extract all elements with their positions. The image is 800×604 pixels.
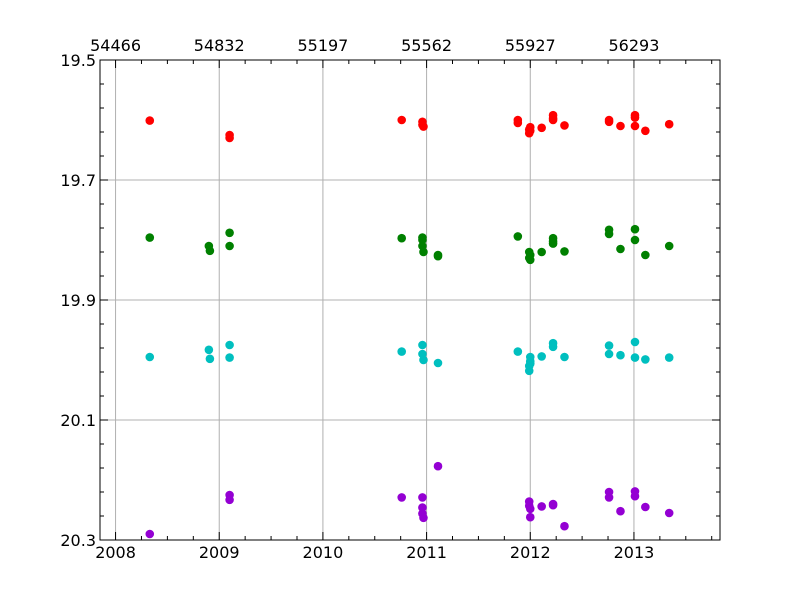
data-point-series-2	[513, 232, 523, 241]
data-point-series-2	[145, 233, 155, 242]
data-point-series-3	[524, 366, 534, 376]
data-point-series-4	[525, 504, 535, 514]
data-point-series-3	[397, 347, 407, 356]
x-tick-label: 2009	[199, 543, 240, 562]
data-point-series-4	[630, 491, 640, 501]
data-point-series-1	[604, 117, 614, 127]
data-point-series-3	[419, 355, 428, 365]
data-point-series-4	[537, 502, 546, 511]
top-tick-label: 56293	[608, 36, 659, 55]
data-point-series-3	[616, 350, 625, 360]
x-tick-label: 2011	[406, 543, 447, 562]
data-point-series-3	[630, 353, 640, 362]
x-tick-label: 2013	[614, 543, 655, 562]
data-point-series-4	[604, 493, 614, 502]
points-layer	[145, 110, 674, 539]
data-point-series-2	[433, 251, 443, 261]
data-point-series-3	[433, 358, 443, 368]
y-tick-label: 20.3	[60, 531, 96, 550]
top-tick-label: 54832	[194, 36, 245, 55]
data-point-series-1	[419, 122, 428, 131]
data-point-series-1	[630, 121, 640, 131]
data-point-series-2	[560, 247, 569, 256]
data-point-series-3	[664, 353, 674, 362]
data-point-series-3	[525, 359, 535, 368]
data-point-series-1	[560, 121, 569, 130]
data-point-series-3	[537, 352, 546, 361]
data-point-series-1	[630, 113, 640, 122]
data-point-series-4	[664, 508, 674, 518]
data-point-series-4	[418, 493, 427, 502]
data-point-series-1	[548, 115, 558, 125]
data-point-series-3	[145, 352, 155, 362]
data-point-series-3	[418, 340, 427, 350]
top-tick-label: 55927	[505, 36, 556, 55]
top-tick-label: 55562	[401, 36, 452, 55]
x-tick-label: 2010	[303, 543, 344, 562]
data-point-series-4	[560, 521, 569, 531]
data-point-series-1	[525, 126, 535, 136]
y-tick-label: 19.9	[60, 291, 96, 310]
data-point-series-2	[664, 241, 674, 251]
top-tick-label: 54466	[90, 36, 141, 55]
data-point-series-2	[205, 246, 215, 256]
data-point-series-2	[225, 228, 234, 238]
data-point-series-4	[145, 529, 155, 539]
data-point-series-2	[630, 235, 640, 245]
data-point-series-1	[664, 119, 674, 129]
grid-layer	[100, 60, 720, 540]
x-tick-label: 2008	[95, 543, 136, 562]
data-point-series-4	[419, 513, 428, 523]
data-point-series-2	[630, 224, 640, 234]
data-point-series-3	[641, 355, 650, 364]
data-point-series-2	[525, 250, 535, 260]
data-point-series-3	[513, 347, 523, 356]
data-point-series-4	[397, 493, 407, 502]
data-point-series-4	[641, 502, 650, 512]
data-point-series-4	[616, 506, 625, 516]
data-point-series-4	[225, 495, 234, 505]
data-point-series-1	[145, 116, 155, 125]
data-point-series-3	[548, 342, 558, 352]
data-point-series-3	[225, 340, 234, 350]
data-point-series-1	[397, 115, 407, 125]
data-point-series-4	[548, 500, 558, 510]
y-tick-label: 20.1	[60, 411, 96, 430]
top-tick-label: 55197	[297, 36, 348, 55]
data-point-series-1	[616, 121, 625, 131]
data-point-series-2	[419, 247, 428, 257]
data-point-series-2	[225, 241, 234, 251]
data-point-series-2	[548, 239, 558, 248]
data-point-series-3	[630, 337, 640, 347]
data-point-series-3	[204, 345, 214, 355]
data-point-series-3	[604, 349, 614, 359]
data-point-series-2	[397, 233, 407, 243]
data-point-series-1	[641, 126, 650, 136]
data-point-series-4	[433, 461, 443, 471]
data-point-series-2	[537, 247, 546, 257]
data-point-series-2	[641, 250, 650, 260]
y-tick-label: 19.5	[60, 51, 96, 70]
data-point-series-1	[225, 133, 234, 143]
data-point-series-2	[604, 229, 614, 239]
data-point-series-3	[604, 341, 614, 350]
y-tick-label: 19.7	[60, 171, 96, 190]
data-point-series-2	[418, 235, 427, 245]
data-point-series-1	[513, 118, 523, 128]
data-point-series-2	[616, 244, 625, 254]
data-point-series-3	[225, 353, 234, 362]
data-point-series-1	[537, 123, 546, 133]
ticks-layer	[100, 59, 720, 541]
x-tick-label: 2012	[510, 543, 551, 562]
data-point-series-4	[525, 512, 535, 522]
data-point-series-3	[205, 354, 215, 364]
data-point-series-4	[418, 503, 427, 512]
data-point-series-3	[560, 352, 569, 362]
labels-layer: 2008 2009 2010 2011 2012 2013 54466 54832 55197 5…	[60, 36, 659, 562]
